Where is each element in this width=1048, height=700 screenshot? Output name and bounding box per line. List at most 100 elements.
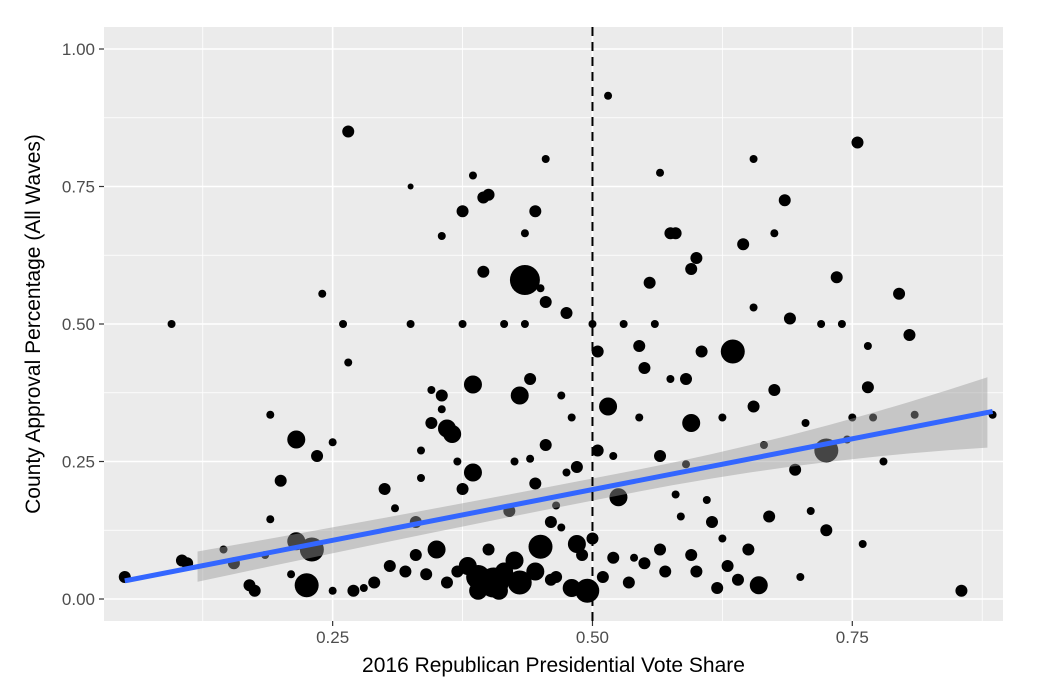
data-point [609,452,618,460]
data-point [682,414,701,432]
data-point [768,384,781,396]
data-point [893,287,906,300]
data-point [680,373,693,385]
data-point [690,252,703,264]
y-tick-label: 0.25 [62,453,95,472]
y-axis-ticks: 0.00 0.25 0.50 0.75 1.00 [62,40,104,609]
data-point [167,320,176,328]
data-point [654,450,667,462]
y-tick-label: 0.50 [62,315,95,334]
data-point [560,307,573,319]
data-point [588,320,597,328]
data-point [328,586,337,595]
data-point [477,265,490,278]
x-axis-ticks: 0.25 0.50 0.75 [316,621,869,647]
data-point [806,507,815,515]
data-point [742,543,755,556]
data-point [638,557,651,570]
data-point [591,345,604,358]
data-point [630,553,639,562]
data-point [500,320,509,328]
data-point [437,232,446,240]
data-point [266,410,275,419]
data-point [685,263,698,275]
data-point [820,524,833,537]
data-point [443,425,462,443]
data-point [544,516,557,528]
data-point [682,460,691,469]
data-point [407,183,414,190]
data-point [342,125,355,138]
data-point [339,320,348,328]
data-point [458,320,467,328]
data-point [666,375,675,383]
data-point [344,358,353,367]
data-point [910,410,919,419]
data-point [705,516,718,528]
data-point [526,562,545,581]
data-point [858,540,867,548]
data-point [468,171,477,180]
data-point [783,312,796,325]
data-point [633,340,646,352]
data-point [619,320,628,328]
data-point [737,238,750,251]
data-point [851,136,864,149]
data-point [695,345,708,358]
data-point [711,582,724,594]
data-point [848,413,857,422]
data-point [654,543,667,556]
data-point [690,565,703,578]
data-point [456,483,469,495]
data-point [749,303,758,312]
data-point [599,397,618,416]
data-point [903,329,916,341]
fit-line [124,408,994,584]
data-point [409,549,422,561]
data-point [596,571,609,583]
y-tick-label: 0.00 [62,590,95,609]
data-point [425,417,438,429]
data-point [427,540,446,559]
data-point [383,560,396,572]
data-point [528,534,553,559]
y-tick-label: 1.00 [62,40,95,59]
data-point [656,168,665,177]
data-point [659,565,672,578]
data-point [721,560,734,572]
data-point [591,444,604,457]
data-point [274,474,287,487]
data-point [435,389,448,402]
data-point [749,155,758,163]
data-point [507,570,532,595]
data-point [526,454,535,463]
data-point [869,413,878,422]
data-point [359,584,368,592]
data-point [391,504,400,513]
data-point [399,565,412,578]
data-point [650,320,659,328]
data-point [557,391,566,400]
data-point [440,576,453,589]
data-point [609,488,628,507]
data-point [427,386,436,394]
data-point [567,413,576,422]
data-point [416,446,425,455]
data-point [287,570,296,579]
data-point [463,463,482,482]
data-point [830,271,843,284]
data-point [763,510,776,523]
data-point [576,549,589,561]
data-point [539,439,552,451]
data-point [643,276,656,289]
y-axis-title: County Approval Percentage (All Waves) [22,134,45,514]
data-point [416,474,425,482]
x-tick-label: 0.75 [836,628,869,647]
data-point [219,545,228,554]
x-tick-label: 0.50 [576,628,609,647]
data-point [557,523,566,532]
data-point [635,413,644,422]
data-point [879,457,888,466]
